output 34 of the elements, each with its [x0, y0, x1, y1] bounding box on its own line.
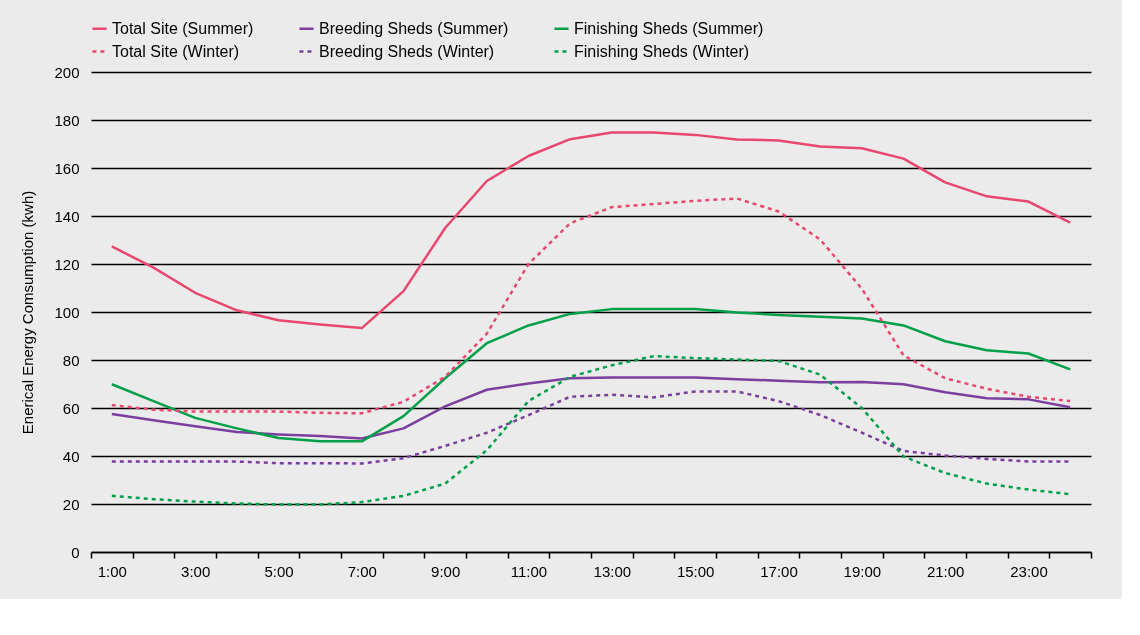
legend-label: Breeding Sheds (Winter): [319, 42, 495, 60]
x-tick-label: 1:00: [97, 562, 127, 580]
legend-label: Breeding Sheds (Summer): [319, 19, 509, 37]
y-axis-title: Enerical Energy Comsumption (kwh): [19, 190, 37, 435]
x-tick-label: 23:00: [1010, 562, 1048, 580]
legend-label: Finishing Sheds (Winter): [574, 42, 750, 60]
x-tick-label: 11:00: [510, 562, 548, 580]
y-tick-label: 100: [54, 303, 80, 321]
y-tick-label: 80: [62, 351, 80, 369]
x-tick-label: 7:00: [347, 562, 377, 580]
y-tick-label: 20: [62, 495, 80, 513]
y-tick-label: 0: [71, 543, 80, 561]
x-tick-label: 17:00: [760, 562, 798, 580]
x-tick-label: 9:00: [431, 562, 461, 580]
y-tick-label: 40: [62, 447, 80, 465]
x-tick-label: 13:00: [593, 562, 632, 580]
x-tick-label: 15:00: [676, 562, 715, 580]
x-tick-label: 21:00: [926, 562, 965, 580]
y-tick-label: 60: [62, 399, 80, 417]
x-tick-label: 5:00: [264, 562, 294, 580]
legend-label: Total Site (Winter): [112, 42, 240, 60]
legend-label: Total Site (Summer): [112, 19, 254, 37]
line-series: [110, 376, 1072, 440]
y-tick-label: 200: [54, 63, 80, 81]
y-tick-label: 140: [54, 207, 80, 225]
legend-label: Finishing Sheds (Summer): [574, 19, 764, 37]
x-tick-label: 19:00: [843, 562, 882, 580]
line-series: [110, 131, 1072, 330]
line-series: [110, 307, 1072, 443]
y-tick-label: 120: [54, 255, 80, 273]
x-tick-label: 3:00: [181, 562, 211, 580]
y-tick-label: 180: [54, 111, 80, 129]
y-tick-label: 160: [54, 159, 80, 177]
line-series: [110, 197, 1072, 415]
